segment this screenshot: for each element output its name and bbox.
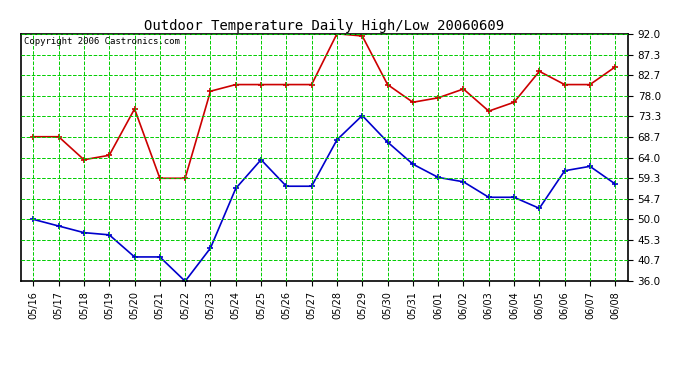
Title: Outdoor Temperature Daily High/Low 20060609: Outdoor Temperature Daily High/Low 20060… [144, 19, 504, 33]
Text: Copyright 2006 Castronics.com: Copyright 2006 Castronics.com [23, 38, 179, 46]
